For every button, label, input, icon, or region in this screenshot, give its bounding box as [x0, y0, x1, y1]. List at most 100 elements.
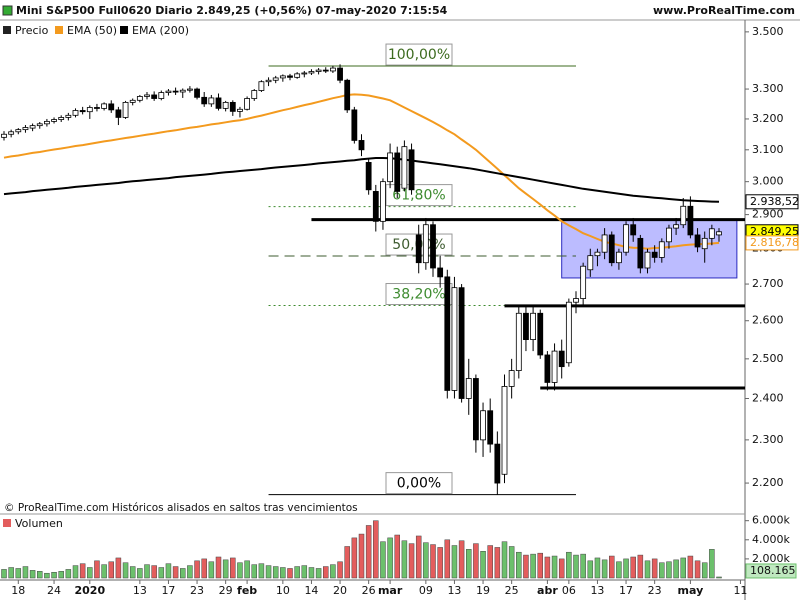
price-label: 2.816,78	[750, 236, 799, 249]
candle-body	[701, 237, 708, 250]
candle-body	[86, 107, 93, 113]
x-tick-label: 24	[47, 584, 61, 597]
candle-body	[508, 370, 515, 387]
y-tick-label: 2.400	[752, 392, 784, 405]
x-tick-label: 09	[419, 584, 433, 597]
volume-bar	[187, 565, 193, 579]
candle-body	[422, 224, 429, 264]
volume-bar	[423, 542, 429, 579]
volume-bar	[144, 564, 150, 579]
candle-body	[380, 181, 386, 222]
candle-body	[673, 224, 679, 229]
candle-body	[158, 92, 165, 99]
fib-label: 0,00%	[397, 476, 441, 492]
volume-bar	[480, 551, 486, 579]
candle-body	[594, 251, 601, 257]
volume-tick-label: 2.000k	[752, 552, 790, 565]
x-tick-label: 29	[219, 584, 233, 597]
volume-last-label: 108.165	[750, 564, 796, 577]
candle-body	[265, 79, 272, 83]
candle-body	[186, 88, 193, 91]
volume-bar	[616, 561, 622, 579]
candle-body	[530, 312, 536, 340]
candle-body	[237, 108, 243, 112]
volume-bar	[630, 556, 636, 579]
x-tick-label: 13	[133, 584, 147, 597]
volume-bar	[659, 562, 665, 579]
candle-body	[401, 146, 408, 189]
candle-body	[551, 350, 558, 383]
fib-label: 100,00%	[388, 47, 450, 63]
candle-body	[272, 77, 279, 81]
candle-body	[623, 224, 629, 253]
candle-body	[151, 94, 158, 99]
volume-bar	[580, 553, 586, 579]
candle-body	[687, 205, 694, 236]
candle-body	[451, 287, 458, 391]
volume-bar	[587, 560, 594, 579]
volume-bar	[473, 543, 479, 579]
volume-bar	[72, 565, 79, 579]
site-name: www.ProRealTime.com	[653, 4, 795, 17]
candle-body	[315, 69, 322, 72]
candle-body	[372, 191, 379, 222]
candle-body	[94, 107, 100, 109]
volume-bar	[208, 561, 215, 579]
volume-bar	[230, 557, 236, 579]
volume-bar	[365, 525, 372, 579]
candle-body	[587, 255, 594, 271]
candle-body	[544, 354, 551, 383]
candle-body	[394, 152, 401, 192]
candle-body	[65, 114, 72, 118]
volume-bar	[244, 560, 250, 579]
volume-bar	[609, 555, 615, 579]
ema-line	[3, 93, 720, 250]
price-label: 2.849,25	[750, 225, 799, 238]
candle-body	[537, 312, 544, 356]
candle-body	[136, 96, 143, 101]
volume-bar	[387, 537, 393, 579]
volume-bar	[165, 563, 172, 579]
volume-bar	[315, 568, 322, 579]
volume-bar	[466, 549, 472, 579]
candle-body	[287, 75, 293, 78]
candle-body	[387, 152, 394, 183]
volume-bar	[566, 551, 572, 579]
volume-bar	[201, 558, 207, 579]
volume-bar	[351, 537, 358, 579]
y-tick-label: 2.600	[752, 314, 784, 327]
footer-note: © ProRealTime.com Históricos alisados en…	[4, 502, 358, 514]
candle-body	[716, 231, 722, 236]
candle-body	[337, 67, 343, 81]
volume-bar	[122, 562, 129, 579]
volume-bar	[158, 567, 165, 579]
candle-body	[15, 129, 22, 133]
volume-bar	[330, 564, 336, 579]
price-label-box	[745, 235, 799, 251]
volume-bar	[494, 547, 501, 579]
x-tick-label: abr	[537, 584, 558, 597]
candle-body	[308, 71, 315, 74]
legend-icon	[3, 519, 11, 527]
y-tick-label: 2.300	[752, 433, 784, 446]
volume-tick-label: 4.000k	[752, 533, 790, 546]
header-icon	[2, 5, 13, 16]
candle-body	[222, 101, 229, 109]
volume-bar	[680, 557, 686, 579]
x-tick-label: feb	[237, 584, 257, 597]
candle-body	[658, 241, 665, 258]
volume-bar	[137, 568, 143, 579]
volume-bar	[294, 566, 300, 579]
volume-bar	[644, 560, 651, 579]
candle-body	[494, 443, 501, 484]
candle-body	[365, 162, 372, 191]
volume-bar	[516, 551, 522, 579]
fib-label-box	[385, 184, 453, 207]
volume-bar	[430, 544, 436, 579]
volume-bar	[394, 534, 400, 579]
volume-bar	[1, 569, 7, 579]
candle-body	[44, 120, 50, 125]
candle-body	[322, 69, 329, 72]
volume-bar	[623, 558, 629, 579]
